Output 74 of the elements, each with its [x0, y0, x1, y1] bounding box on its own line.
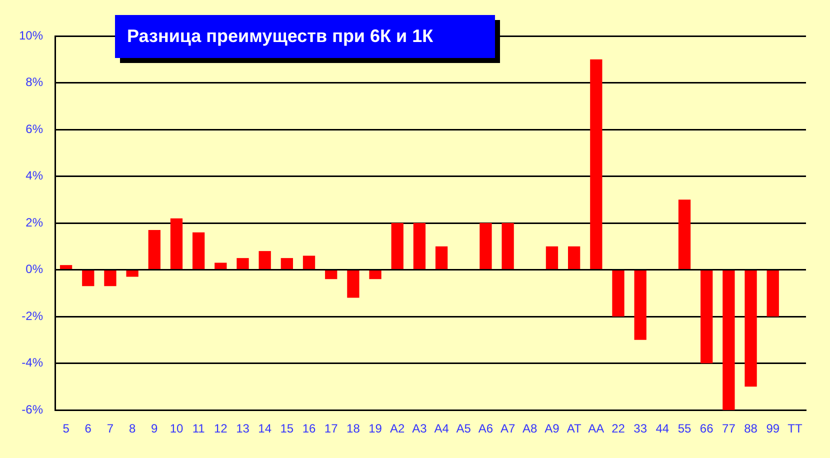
x-tick-label: A3: [412, 422, 428, 436]
y-tick-label: -2%: [22, 308, 44, 323]
bar: [634, 270, 646, 340]
x-tick-label: 18: [346, 422, 360, 436]
y-tick-label: 4%: [26, 168, 44, 183]
x-tick-label: 88: [744, 422, 758, 436]
x-tick-label: A4: [434, 422, 450, 436]
bar: [766, 270, 779, 316]
x-tick-label: 99: [766, 422, 780, 436]
x-tick-label: A2: [390, 422, 406, 436]
x-tick-label: 77: [722, 422, 736, 436]
y-tick-label: 2%: [26, 215, 44, 230]
x-tick-label: 33: [634, 422, 648, 436]
x-tick-label: 10: [170, 422, 184, 436]
bar: [82, 270, 94, 286]
x-tick-label: 12: [214, 422, 228, 436]
y-tick-label: 10%: [18, 28, 44, 42]
bar: [325, 270, 338, 280]
x-tick-label: 8: [128, 422, 136, 436]
x-tick-label: AA: [588, 422, 604, 436]
y-tick-label: 6%: [26, 122, 44, 136]
bar: [302, 256, 316, 269]
bar: [413, 223, 426, 269]
bar: [568, 246, 580, 269]
bar: [502, 223, 514, 269]
bar: [700, 270, 713, 364]
bar: [104, 270, 116, 286]
x-tick-label: 17: [324, 422, 338, 436]
bar: [126, 270, 138, 277]
x-tick-label: 16: [302, 422, 316, 436]
bar: [612, 270, 624, 316]
chart-title: Разница преимуществ при 6К и 1К: [127, 25, 434, 48]
bar: [744, 270, 757, 387]
x-tick-label: 44: [656, 422, 670, 436]
x-tick-label: A7: [500, 422, 516, 436]
bar: [590, 59, 602, 269]
x-tick-label: A6: [478, 422, 494, 436]
x-tick-label: 66: [700, 422, 714, 436]
x-tick-label: 55: [678, 422, 692, 436]
bar: [480, 223, 492, 269]
bar: [722, 270, 735, 410]
x-tick-label: 6: [84, 422, 92, 436]
y-tick-label: -4%: [22, 356, 44, 370]
bar: [214, 262, 227, 269]
x-tick-label: 5: [62, 422, 70, 436]
bar: [546, 246, 558, 269]
bar: [280, 258, 293, 269]
x-tick-label: 13: [236, 422, 250, 436]
bar: [192, 232, 205, 269]
x-tick-label: A9: [544, 422, 560, 436]
y-tick-label: -6%: [22, 402, 44, 416]
bar: [347, 270, 360, 298]
bar: [435, 246, 448, 269]
bar: [170, 218, 183, 269]
bar: [258, 251, 271, 269]
y-tick-label: 0%: [26, 262, 44, 276]
bar: [236, 258, 249, 269]
x-tick-label: 9: [151, 422, 158, 436]
x-tick-label: 14: [258, 422, 272, 436]
x-tick-label: A8: [522, 422, 538, 436]
bar: [148, 230, 160, 269]
bar: [60, 265, 72, 269]
bar: [678, 200, 691, 269]
x-tick-label: 15: [280, 422, 294, 436]
x-tick-label: TT: [788, 422, 803, 436]
bar: [369, 270, 382, 280]
y-tick-label: 8%: [26, 75, 44, 90]
x-tick-label: 19: [368, 422, 382, 436]
x-tick-label: 7: [106, 422, 114, 436]
x-tick-label: 11: [192, 422, 206, 436]
x-tick-label: 22: [612, 422, 626, 436]
bar: [391, 223, 404, 269]
x-tick-label: AT: [566, 422, 582, 436]
x-tick-label: A5: [456, 422, 472, 436]
